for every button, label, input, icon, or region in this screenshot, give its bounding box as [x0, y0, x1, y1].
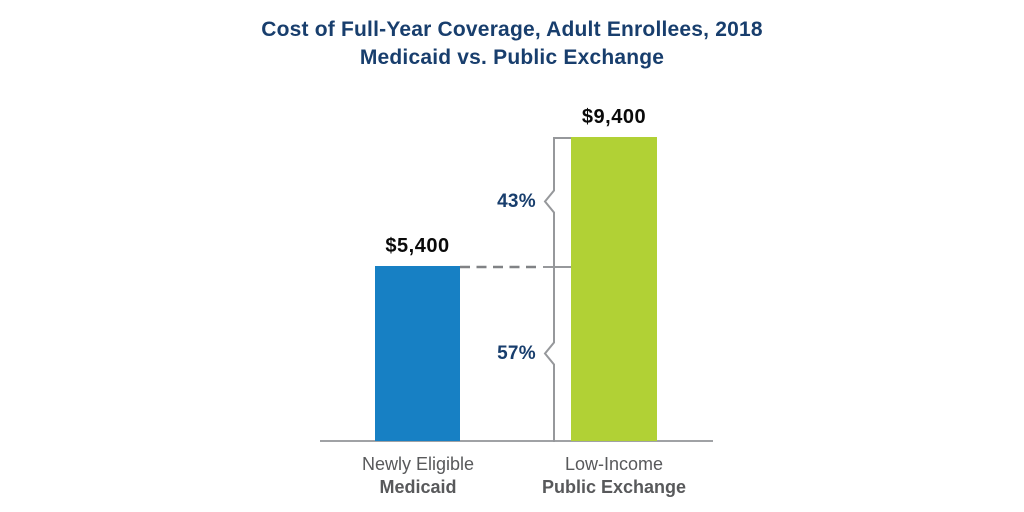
chart-title-line1: Cost of Full-Year Coverage, Adult Enroll… [261, 18, 763, 41]
annotation-57pct: 57% [497, 342, 536, 364]
x-label-medicaid: Newly Eligible Medicaid [318, 453, 518, 498]
x-label-public-exchange: Low-Income Public Exchange [514, 453, 714, 498]
x-axis-line [320, 440, 713, 442]
bar-group-public-exchange: $9,400 [571, 106, 657, 441]
percentage-bracket [543, 137, 571, 442]
chart-title-line2: Medicaid vs. Public Exchange [359, 46, 665, 69]
chart-title: Cost of Full-Year Coverage, Adult Enroll… [0, 16, 1024, 72]
x-label-public-exchange-line2: Public Exchange [541, 476, 687, 497]
x-label-public-exchange-line1: Low-Income [564, 454, 664, 474]
value-label-public-exchange: $9,400 [581, 106, 647, 128]
value-label-medicaid: $5,400 [385, 235, 450, 257]
bar-group-medicaid: $5,400 [375, 235, 460, 441]
annotation-43pct: 43% [497, 190, 536, 212]
x-label-medicaid-line1: Newly Eligible [361, 454, 475, 474]
bar-medicaid [375, 266, 460, 441]
bar-public-exchange [571, 137, 657, 441]
x-label-medicaid-line2: Medicaid [379, 476, 457, 497]
